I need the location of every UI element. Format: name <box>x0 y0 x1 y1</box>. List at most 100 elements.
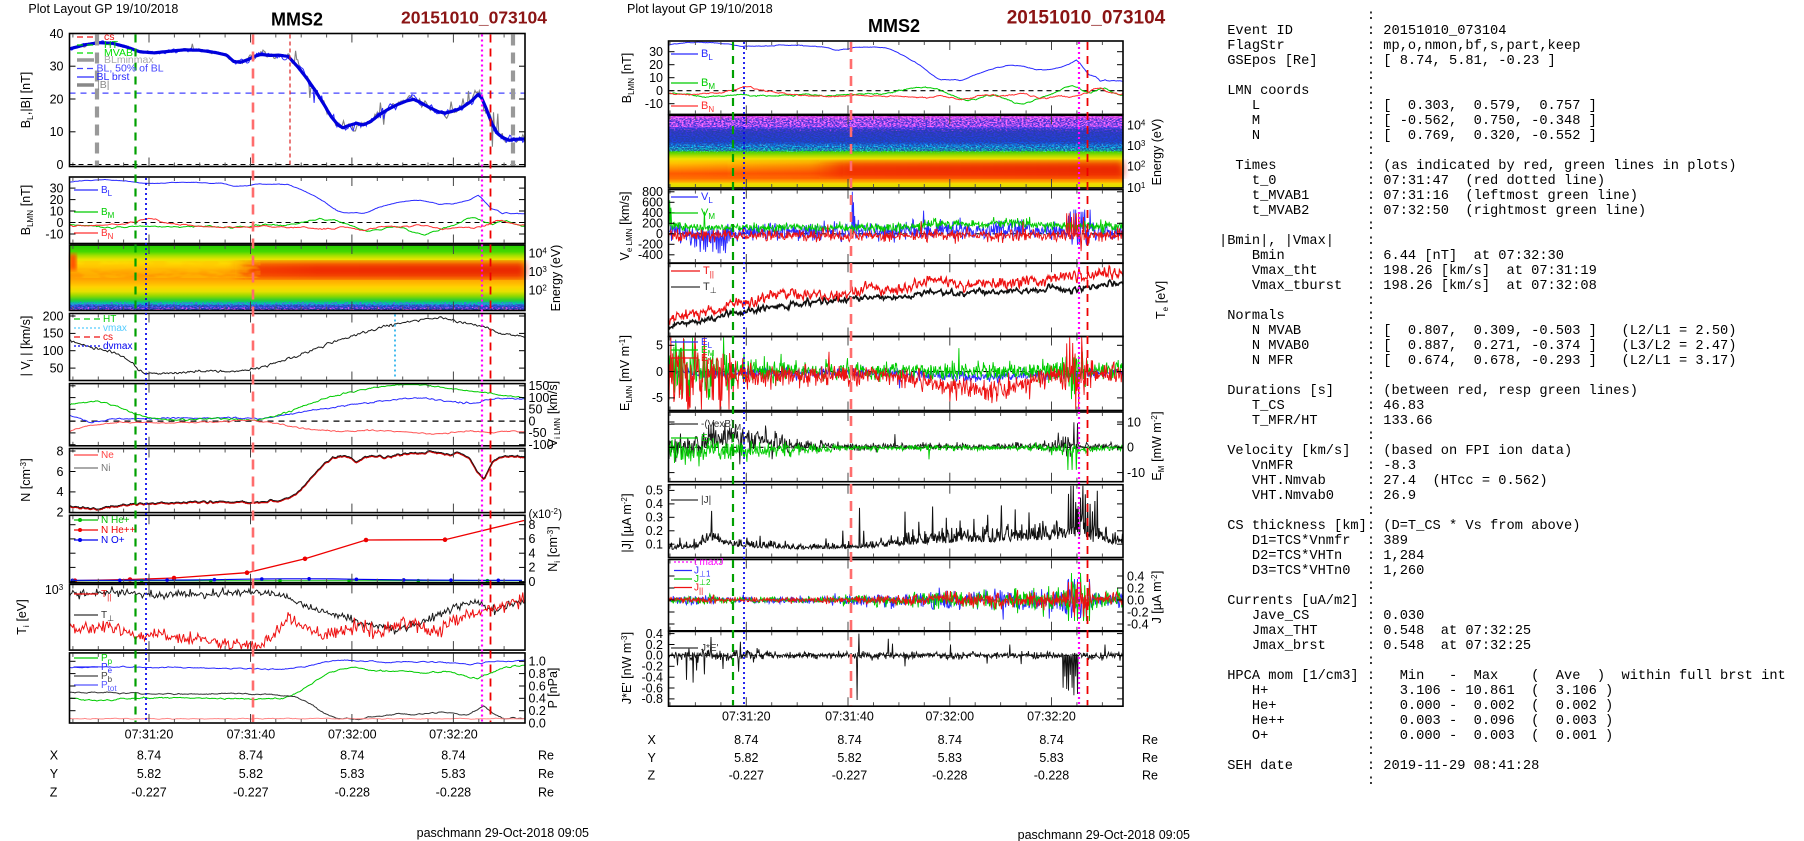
svg-text:BL brst: BL brst <box>97 71 130 83</box>
svg-text:0: 0 <box>1127 441 1134 455</box>
svg-text:Y: Y <box>50 767 59 781</box>
svg-text:Re: Re <box>1142 733 1158 747</box>
svg-text:5.83: 5.83 <box>441 767 465 781</box>
svg-text:T⊥: T⊥ <box>101 610 114 623</box>
svg-text:5.82: 5.82 <box>734 751 758 765</box>
svg-text:Ni [cm-3 ]: Ni [cm-3 ] <box>546 526 562 572</box>
svg-text:-100: -100 <box>529 438 554 452</box>
svg-text:EN: EN <box>701 353 714 366</box>
svg-text:-0.227: -0.227 <box>832 769 867 783</box>
svg-text:MMS2: MMS2 <box>868 16 920 36</box>
svg-text:4: 4 <box>57 485 64 499</box>
svg-text:Z: Z <box>50 785 58 799</box>
svg-text:20: 20 <box>50 193 64 207</box>
svg-text:BL ,|B| [nT]: BL ,|B| [nT] <box>19 72 35 128</box>
svg-text:103: 103 <box>1127 139 1146 153</box>
svg-text:0.3: 0.3 <box>646 511 663 525</box>
svg-text:100: 100 <box>529 391 550 405</box>
svg-text:EM: EM <box>701 433 715 446</box>
svg-text:8.74: 8.74 <box>1039 733 1063 747</box>
svg-text:|B|: |B| <box>97 79 109 91</box>
svg-text:1.0: 1.0 <box>529 655 546 669</box>
svg-text:Pe: Pe <box>101 662 113 675</box>
svg-text:0.4: 0.4 <box>1127 569 1144 583</box>
svg-text:07:32:00: 07:32:00 <box>328 728 377 742</box>
svg-text:-0.228: -0.228 <box>436 785 471 799</box>
svg-text:50: 50 <box>529 403 543 417</box>
svg-text:8.74: 8.74 <box>734 733 758 747</box>
svg-text:Z: Z <box>648 769 656 783</box>
svg-text:-400: -400 <box>638 248 663 262</box>
svg-text:Te [eV]: Te [eV] <box>1154 281 1170 319</box>
svg-text:-0.227: -0.227 <box>131 785 166 799</box>
svg-text:0.4: 0.4 <box>646 627 663 641</box>
svg-text:Plot layout GP 19/10/2018: Plot layout GP 19/10/2018 <box>627 2 773 16</box>
svg-text:0.2: 0.2 <box>646 638 663 652</box>
svg-text:BLMN [nT]: BLMN [nT] <box>620 53 636 104</box>
svg-text:Energy (eV): Energy (eV) <box>549 245 563 312</box>
svg-text:dvmax: dvmax <box>103 341 132 352</box>
svg-text:6: 6 <box>57 465 64 479</box>
svg-text:07:31:20: 07:31:20 <box>125 728 174 742</box>
svg-text:EM: EM <box>701 345 715 358</box>
svg-text:8.74: 8.74 <box>137 748 161 762</box>
svg-text:102: 102 <box>1127 160 1146 174</box>
svg-text:VM: VM <box>701 207 715 221</box>
svg-text:J*E': J*E' <box>701 643 719 654</box>
svg-text:BL: BL <box>701 48 713 62</box>
svg-text:5.82: 5.82 <box>137 767 161 781</box>
svg-text:0.5: 0.5 <box>646 484 663 498</box>
svg-text:-0.4: -0.4 <box>641 671 663 685</box>
svg-text:30: 30 <box>649 45 663 59</box>
svg-text:200: 200 <box>642 217 663 231</box>
svg-text:2: 2 <box>57 506 64 520</box>
svg-text:-(VexB)M: -(VexB)M <box>701 419 741 432</box>
svg-text:BLMN [nT]: BLMN [nT] <box>19 185 35 236</box>
svg-text:5.83: 5.83 <box>340 767 364 781</box>
svg-text:BL: BL <box>101 185 113 198</box>
svg-text:800: 800 <box>642 185 663 199</box>
svg-text:5.82: 5.82 <box>837 751 861 765</box>
svg-text:102: 102 <box>529 284 548 298</box>
svg-text:0: 0 <box>656 227 663 241</box>
svg-text:Re: Re <box>1142 769 1158 783</box>
svg-text:cs: cs <box>103 332 113 343</box>
svg-text:0.1: 0.1 <box>646 538 663 552</box>
svg-text:-10: -10 <box>1127 466 1145 480</box>
svg-text:Pb: Pb <box>101 671 113 684</box>
svg-text:BM: BM <box>701 77 715 91</box>
svg-text:0.2: 0.2 <box>529 704 546 718</box>
svg-text:vmax: vmax <box>103 323 127 334</box>
svg-text:0.2: 0.2 <box>1127 581 1144 595</box>
svg-text:BL, 50% of BL: BL, 50% of BL <box>97 63 164 75</box>
svg-text:0: 0 <box>656 84 663 98</box>
svg-text:50: 50 <box>50 361 64 375</box>
svg-text:Re: Re <box>538 748 554 762</box>
svg-text:paschmann 29-Oct-2018 09:05: paschmann 29-Oct-2018 09:05 <box>1018 828 1190 841</box>
svg-text:Ti [eV]: Ti [eV] <box>15 599 31 634</box>
svg-text:Energy (eV): Energy (eV) <box>1150 119 1164 186</box>
svg-text:07:32:20: 07:32:20 <box>1027 710 1076 724</box>
svg-text:20151010_073104: 20151010_073104 <box>401 8 547 28</box>
svg-text:4: 4 <box>529 547 536 561</box>
svg-text:BM: BM <box>101 207 115 220</box>
svg-text:0.4: 0.4 <box>646 497 663 511</box>
svg-text:-0.2: -0.2 <box>641 660 663 674</box>
svg-text:0.4: 0.4 <box>529 692 546 706</box>
svg-text:MVAB: MVAB <box>104 47 133 59</box>
svg-text:30: 30 <box>50 60 64 74</box>
svg-text:N O+: N O+ <box>101 535 125 546</box>
svg-text:0.0: 0.0 <box>1127 593 1144 607</box>
svg-text:J||: J|| <box>694 583 703 596</box>
svg-text:T||: T|| <box>101 589 112 602</box>
svg-text:|J| [µA m-2 ]: |J| [µA m-2 ] <box>620 493 634 552</box>
svg-text:10: 10 <box>1127 415 1141 429</box>
svg-text:-0.2: -0.2 <box>1127 605 1149 619</box>
svg-text:104: 104 <box>529 247 548 261</box>
svg-text:T⊥: T⊥ <box>703 281 717 295</box>
svg-text:Re: Re <box>538 767 554 781</box>
svg-text:8.74: 8.74 <box>938 733 962 747</box>
svg-text:0.8: 0.8 <box>529 667 546 681</box>
svg-text:103: 103 <box>529 265 548 279</box>
svg-text:Ne: Ne <box>101 450 114 461</box>
